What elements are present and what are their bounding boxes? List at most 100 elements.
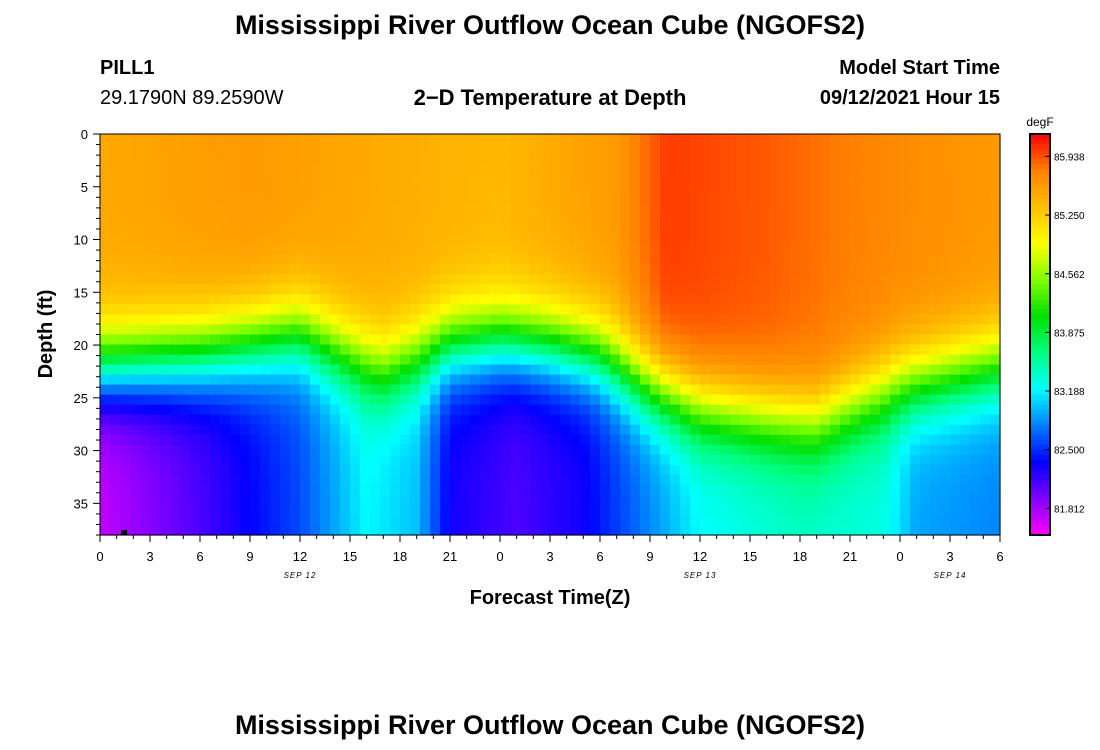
heatmap-cell bbox=[310, 484, 321, 496]
heatmap-cell bbox=[740, 214, 751, 225]
heatmap-cell bbox=[450, 444, 461, 456]
heatmap-cell bbox=[260, 154, 271, 165]
heatmap-cell bbox=[150, 274, 161, 285]
heatmap-cell bbox=[140, 394, 151, 406]
heatmap-cell bbox=[470, 204, 481, 215]
heatmap-cell bbox=[100, 374, 111, 386]
heatmap-cell bbox=[390, 434, 401, 446]
heatmap-cell bbox=[910, 254, 921, 265]
heatmap-cell bbox=[870, 514, 881, 526]
heatmap-cell bbox=[510, 474, 521, 486]
heatmap-cell bbox=[180, 294, 191, 306]
heatmap-cell bbox=[370, 274, 381, 285]
heatmap-cell bbox=[370, 384, 381, 396]
heatmap-cell bbox=[690, 144, 701, 155]
heatmap-cell bbox=[770, 184, 781, 195]
heatmap-cell bbox=[520, 514, 531, 526]
heatmap-cell bbox=[740, 444, 751, 456]
heatmap-cell bbox=[670, 504, 681, 516]
heatmap-cell bbox=[260, 494, 271, 506]
heatmap-cell bbox=[470, 284, 481, 296]
heatmap-cell bbox=[530, 134, 541, 145]
heatmap-cell bbox=[750, 384, 761, 396]
heatmap-cell bbox=[560, 404, 571, 416]
heatmap-cell bbox=[550, 354, 561, 366]
heatmap-cell bbox=[890, 504, 901, 516]
heatmap-cell bbox=[390, 234, 401, 245]
heatmap-cell bbox=[650, 344, 661, 356]
heatmap-cell bbox=[260, 384, 271, 396]
heatmap-cell bbox=[510, 294, 521, 306]
heatmap-cell bbox=[770, 434, 781, 446]
heatmap-cell bbox=[930, 144, 941, 155]
heatmap-cell bbox=[950, 224, 961, 235]
heatmap-cell bbox=[560, 304, 571, 316]
heatmap-cell bbox=[160, 194, 171, 205]
heatmap-cell bbox=[390, 194, 401, 205]
heatmap-cell bbox=[830, 484, 841, 496]
heatmap-cell bbox=[690, 324, 701, 336]
heatmap-cell bbox=[660, 404, 671, 416]
heatmap-cell bbox=[460, 424, 471, 436]
heatmap-cell bbox=[630, 514, 641, 526]
heatmap-cell bbox=[540, 154, 551, 165]
heatmap-cell bbox=[280, 294, 291, 306]
heatmap-cell bbox=[900, 364, 911, 376]
heatmap-cell bbox=[820, 264, 831, 275]
heatmap-cell bbox=[540, 294, 551, 306]
heatmap-cell bbox=[410, 394, 421, 406]
heatmap-cell bbox=[550, 134, 561, 145]
heatmap-cell bbox=[160, 404, 171, 416]
heatmap-cell bbox=[440, 434, 451, 446]
heatmap-cell bbox=[700, 184, 711, 195]
heatmap-cell bbox=[860, 384, 871, 396]
heatmap-cell bbox=[780, 394, 791, 406]
heatmap-cell bbox=[490, 484, 501, 496]
heatmap-cell bbox=[440, 344, 451, 356]
heatmap-cell bbox=[220, 494, 231, 506]
heatmap-cell bbox=[820, 424, 831, 436]
heatmap-cell bbox=[160, 364, 171, 376]
heatmap-cell bbox=[330, 344, 341, 356]
heatmap-cell bbox=[220, 304, 231, 316]
heatmap-cell bbox=[480, 404, 491, 416]
heatmap-cell bbox=[170, 484, 181, 496]
heatmap-cell bbox=[190, 184, 201, 195]
heatmap-cell bbox=[390, 384, 401, 396]
heatmap-cell bbox=[440, 174, 451, 185]
heatmap-cell bbox=[730, 464, 741, 476]
heatmap-cell bbox=[740, 314, 751, 326]
heatmap-cell bbox=[360, 384, 371, 396]
heatmap-cell bbox=[970, 314, 981, 326]
heatmap-cell bbox=[310, 134, 321, 145]
heatmap-cell bbox=[220, 484, 231, 496]
heatmap-cell bbox=[580, 234, 591, 245]
colorbar-segment bbox=[1030, 299, 1050, 306]
heatmap-cell bbox=[250, 154, 261, 165]
heatmap-cell bbox=[270, 464, 281, 476]
heatmap-cell bbox=[450, 464, 461, 476]
heatmap-cell bbox=[410, 164, 421, 175]
heatmap-cell bbox=[920, 294, 931, 306]
heatmap-cell bbox=[170, 344, 181, 356]
heatmap-cell bbox=[640, 424, 651, 436]
heatmap-cell bbox=[810, 214, 821, 225]
heatmap-cell bbox=[770, 484, 781, 496]
heatmap-cell bbox=[200, 364, 211, 376]
heatmap-cell bbox=[220, 184, 231, 195]
heatmap-cell bbox=[280, 394, 291, 406]
heatmap-cell bbox=[110, 184, 121, 195]
heatmap-cell bbox=[580, 204, 591, 215]
heatmap-cell bbox=[830, 154, 841, 165]
heatmap-cell bbox=[900, 304, 911, 316]
heatmap-cell bbox=[910, 504, 921, 516]
heatmap-cell bbox=[120, 144, 131, 155]
heatmap-cell bbox=[930, 464, 941, 476]
heatmap-cell bbox=[110, 494, 121, 506]
heatmap-cell bbox=[490, 224, 501, 235]
heatmap-cell bbox=[250, 234, 261, 245]
colorbar-segment bbox=[1030, 409, 1050, 416]
heatmap-cell bbox=[710, 394, 721, 406]
heatmap-cell bbox=[370, 394, 381, 406]
